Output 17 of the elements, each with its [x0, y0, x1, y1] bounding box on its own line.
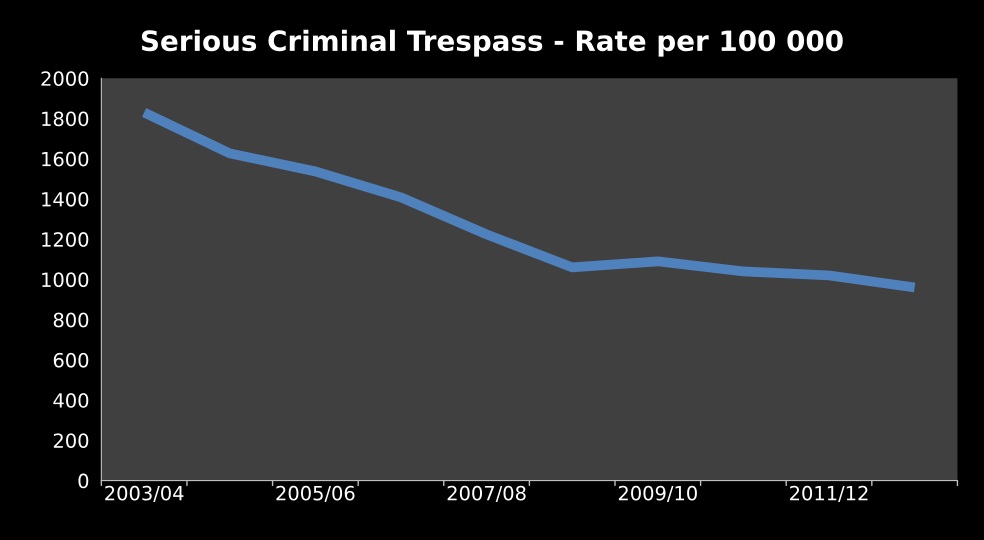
y-tick-label: 400: [53, 393, 88, 408]
y-tick-label: 1600: [42, 152, 88, 166]
x-tick-label: 2009/10: [618, 486, 697, 502]
y-tick-label: 1000: [42, 272, 88, 288]
x-tick-label: 2003/04: [105, 486, 184, 502]
y-tick-label: 200: [54, 433, 88, 448]
x-tick-label: 2007/08: [448, 486, 526, 502]
y-tick-label: 600: [54, 352, 88, 368]
y-tick-label: 800: [54, 312, 88, 328]
y-tick-label: 0: [78, 474, 88, 488]
x-tick-label: 2005/06: [276, 486, 355, 502]
y-tick-label: 2000: [41, 71, 88, 86]
chart-title: Serious Criminal Trespass - Rate per 100 000: [142, 30, 843, 57]
y-tick-label: 1800: [42, 111, 88, 126]
x-tick-label: 2011/12: [790, 486, 868, 502]
y-tick-label: 1200: [42, 232, 88, 247]
y-tick-label: 1400: [42, 192, 88, 207]
